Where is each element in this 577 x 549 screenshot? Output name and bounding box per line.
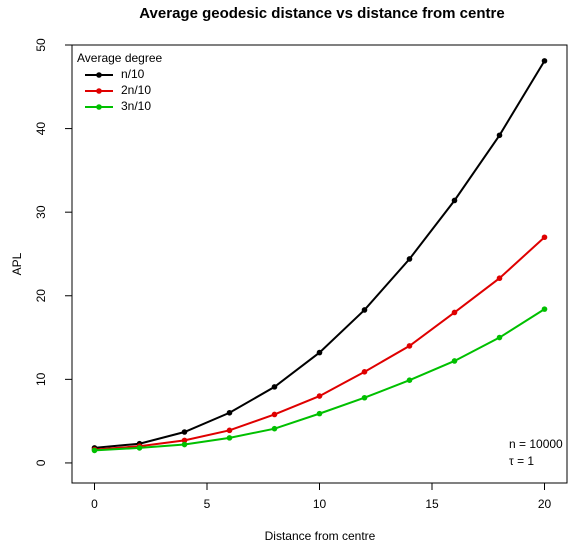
y-axis-label: APL (10, 252, 24, 275)
point (361, 307, 368, 313)
point (451, 309, 458, 316)
point (226, 409, 233, 416)
point (541, 234, 548, 241)
chart-title: Average geodesic distance vs distance fr… (139, 5, 504, 22)
y-tick-label: 10 (34, 372, 48, 386)
point (406, 377, 413, 383)
x-tick-label: 20 (538, 497, 552, 511)
point (541, 306, 548, 312)
point (316, 349, 323, 356)
point (541, 58, 548, 64)
y-tick-label: 0 (34, 459, 48, 466)
legend-title: Average degree (77, 51, 163, 65)
point (271, 411, 278, 418)
x-tick-label: 15 (425, 497, 439, 511)
point (181, 441, 188, 448)
x-tick-label: 5 (204, 497, 211, 511)
x-tick-label: 10 (313, 497, 327, 511)
point (496, 275, 503, 282)
series-line (94, 308, 546, 452)
point (136, 445, 143, 451)
point (271, 384, 278, 390)
point (496, 132, 503, 139)
legend-label: n/10 (121, 67, 145, 81)
point (406, 343, 413, 349)
point (361, 369, 368, 375)
series-line (94, 60, 546, 449)
point (406, 256, 413, 262)
point (91, 447, 98, 454)
x-tick-label: 0 (91, 497, 98, 511)
x-axis-label: Distance from centre (265, 529, 376, 543)
annotation: τ = 1 (509, 454, 534, 468)
legend-point (96, 72, 102, 78)
y-tick-label: 30 (34, 205, 48, 219)
point (181, 437, 188, 444)
series-line (94, 236, 546, 451)
point (361, 394, 368, 401)
point (451, 197, 458, 204)
point (316, 393, 323, 399)
legend-label: 3n/10 (121, 99, 151, 113)
point (226, 435, 233, 441)
y-tick-label: 20 (34, 289, 48, 303)
point (226, 427, 233, 434)
y-tick-label: 40 (34, 122, 48, 136)
legend-point (96, 88, 102, 94)
legend-label: 2n/10 (121, 83, 151, 97)
point (271, 425, 278, 432)
y-tick-label: 50 (34, 38, 48, 52)
annotation: n = 10000 (509, 437, 563, 451)
point (316, 410, 323, 417)
point (496, 334, 503, 341)
point (451, 358, 458, 364)
point (181, 429, 188, 435)
legend-point (96, 104, 102, 110)
